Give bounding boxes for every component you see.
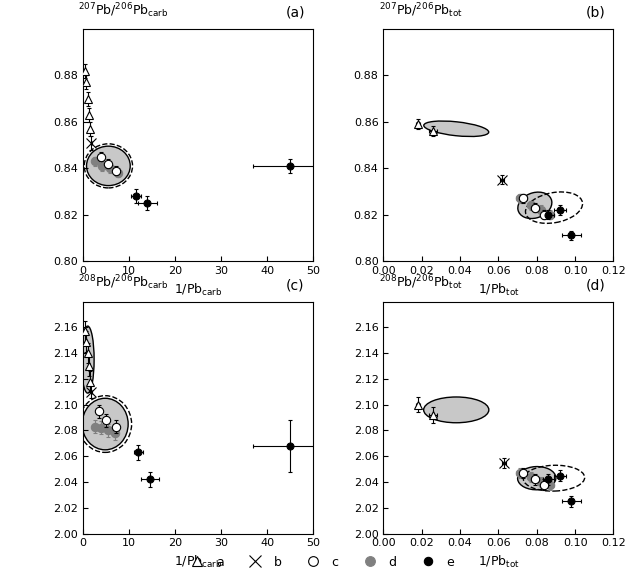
- Text: (d): (d): [586, 278, 606, 292]
- Ellipse shape: [424, 121, 489, 136]
- Ellipse shape: [82, 398, 128, 450]
- Ellipse shape: [518, 466, 556, 490]
- Ellipse shape: [81, 326, 94, 393]
- Ellipse shape: [86, 146, 130, 186]
- Ellipse shape: [518, 192, 552, 219]
- X-axis label: 1/Pb$_\mathrm{tot}$: 1/Pb$_\mathrm{tot}$: [477, 281, 520, 298]
- Legend: a, b, c, d, e: a, b, c, d, e: [180, 551, 459, 574]
- Ellipse shape: [424, 397, 489, 423]
- X-axis label: 1/Pb$_\mathrm{tot}$: 1/Pb$_\mathrm{tot}$: [477, 554, 520, 570]
- Text: $^{208}$Pb/$^{206}$Pb$_\mathrm{carb}$: $^{208}$Pb/$^{206}$Pb$_\mathrm{carb}$: [79, 274, 169, 292]
- X-axis label: 1/Pb$_\mathrm{carb}$: 1/Pb$_\mathrm{carb}$: [174, 281, 222, 298]
- Text: (b): (b): [586, 6, 606, 20]
- X-axis label: 1/Pb$_\mathrm{carb}$: 1/Pb$_\mathrm{carb}$: [174, 554, 222, 570]
- Text: $^{207}$Pb/$^{206}$Pb$_\mathrm{tot}$: $^{207}$Pb/$^{206}$Pb$_\mathrm{tot}$: [379, 1, 463, 20]
- Text: (a): (a): [286, 6, 305, 20]
- Text: (c): (c): [286, 278, 304, 292]
- Text: $^{208}$Pb/$^{206}$Pb$_\mathrm{tot}$: $^{208}$Pb/$^{206}$Pb$_\mathrm{tot}$: [379, 274, 463, 292]
- Text: $^{207}$Pb/$^{206}$Pb$_\mathrm{carb}$: $^{207}$Pb/$^{206}$Pb$_\mathrm{carb}$: [79, 1, 169, 20]
